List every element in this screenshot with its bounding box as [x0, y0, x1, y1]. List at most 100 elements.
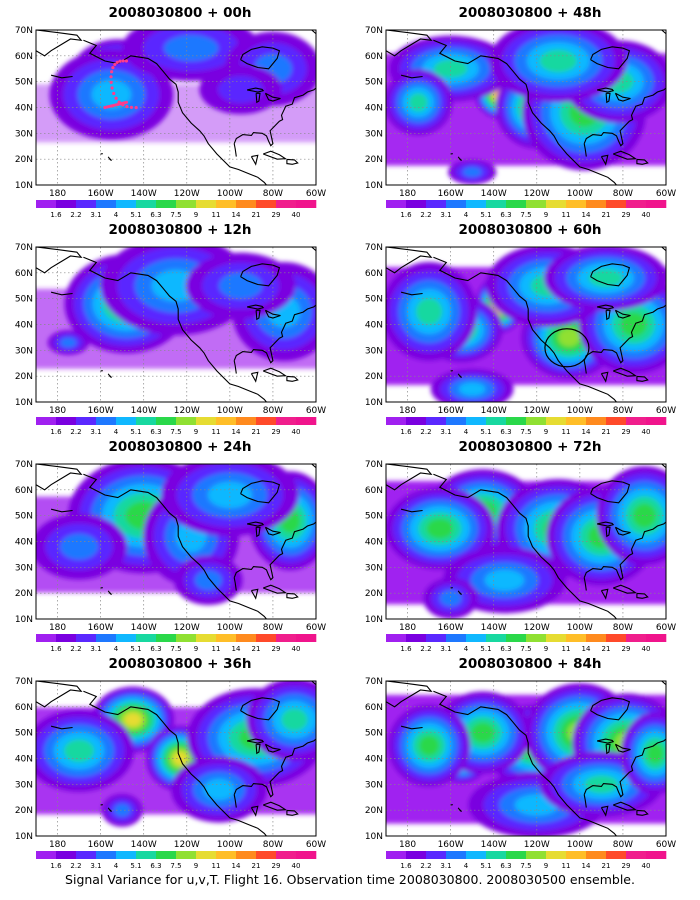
colorbar-swatch — [506, 417, 527, 425]
variance-blob — [185, 252, 296, 319]
variance-map: 10N 20N 30N 40N 50N 60N 70N 180 160W 140W 120W 100W… — [15, 243, 326, 436]
track-point — [109, 75, 113, 79]
colorbar-label: 29 — [622, 211, 631, 219]
colorbar-swatch — [626, 417, 647, 425]
gridlines — [36, 464, 316, 619]
colorbar-label: 40 — [642, 211, 651, 219]
lat-tick-label: 20N — [365, 155, 383, 165]
colorbar-label: 14 — [232, 211, 241, 219]
lon-tick-label: 160W — [88, 189, 114, 199]
colorbar-label: 40 — [292, 862, 301, 870]
panel-title: 2008030800 + 48h — [458, 5, 602, 21]
colorbar-swatch — [156, 200, 177, 208]
forecast-panel: 2008030800 + 72h 10N 20N 30N 40N 50N 60N 70N 180… — [360, 439, 700, 657]
lat-tick-label: 40N — [365, 321, 383, 331]
lat-tick-label: 70N — [365, 677, 383, 687]
colorbar-swatch — [646, 634, 667, 642]
variance-blob — [101, 793, 143, 827]
variance-blob — [36, 513, 128, 580]
colorbar-swatch — [526, 200, 547, 208]
lat-tick-label: 20N — [15, 372, 33, 382]
colorbar-label: 4 — [464, 211, 469, 219]
colorbar-label: 3.1 — [440, 862, 451, 870]
colorbar-swatch — [196, 851, 217, 859]
colorbar-label: 21 — [252, 428, 261, 436]
colorbar-label: 14 — [232, 645, 241, 653]
track-point — [125, 105, 129, 109]
lat-tick-label: 60N — [365, 52, 383, 62]
colorbar-swatch — [526, 634, 547, 642]
track-point — [110, 70, 114, 74]
colorbar-swatch — [296, 851, 317, 859]
colorbar-label: 6.3 — [150, 645, 161, 653]
lon-tick-label: 60W — [306, 406, 326, 416]
colorbar-label: 2.2 — [420, 862, 431, 870]
lon-tick-label: 100W — [217, 189, 243, 199]
coastlines — [386, 247, 666, 402]
colorbar-label: 3.1 — [440, 211, 451, 219]
colorbar-label: 21 — [252, 211, 261, 219]
colorbar-label: 4 — [464, 428, 469, 436]
colorbar-label: 21 — [252, 862, 261, 870]
variance-blob — [448, 159, 497, 185]
lat-tick-label: 30N — [365, 346, 383, 356]
forecast-panel: 2008030800 + 00h 10N 20N 30N 40N 50N 60N 70N 180… — [10, 5, 350, 223]
variance-blob — [387, 704, 471, 787]
lon-tick-label: 80W — [263, 189, 283, 199]
colorbar-label: 6.3 — [150, 862, 161, 870]
colorbar-swatch — [136, 417, 157, 425]
colorbar-label: 9 — [544, 645, 548, 653]
colorbar-swatch — [386, 200, 407, 208]
lon-tick-label: 180 — [399, 623, 416, 633]
lon-tick-label: 180 — [49, 623, 66, 633]
lon-tick-label: 140W — [481, 623, 507, 633]
track-point — [124, 100, 129, 104]
track-point — [109, 80, 113, 84]
colorbar-swatch — [296, 417, 317, 425]
colorbar-label: 21 — [602, 862, 611, 870]
colorbar-swatch — [156, 851, 177, 859]
colorbar-swatch — [546, 200, 567, 208]
colorbar-swatch — [586, 634, 607, 642]
colorbar-swatch — [296, 200, 317, 208]
figure-caption: Signal Variance for u,v,T. Flight 16. Ob… — [65, 872, 635, 887]
colorbar: 1.6 2.2 3.1 4 5.1 6.3 7.5 9 11 14 21 29 40 — [36, 851, 317, 870]
colorbar-label: 5.1 — [480, 645, 491, 653]
colorbar-swatch — [236, 851, 257, 859]
colorbar-label: 6.3 — [500, 645, 511, 653]
colorbar: 1.6 2.2 3.1 4 5.1 6.3 7.5 9 11 14 21 29 40 — [36, 200, 317, 219]
colorbar-label: 5.1 — [130, 645, 141, 653]
track-point — [129, 105, 134, 110]
lat-tick-label: 70N — [15, 26, 33, 36]
lat-tick-label: 10N — [365, 615, 383, 625]
lat-tick-label: 20N — [365, 372, 383, 382]
colorbar-swatch — [506, 851, 527, 859]
lat-tick-label: 10N — [365, 398, 383, 408]
colorbar-swatch — [486, 634, 507, 642]
lat-tick-label: 30N — [365, 780, 383, 790]
lon-tick-label: 100W — [217, 623, 243, 633]
colorbar-swatch — [446, 417, 467, 425]
colorbar-label: 11 — [562, 862, 571, 870]
colorbar-swatch — [446, 200, 467, 208]
lat-tick-label: 10N — [15, 832, 33, 842]
colorbar-label: 9 — [544, 862, 548, 870]
panel-title: 2008030800 + 00h — [108, 5, 252, 21]
lat-tick-label: 20N — [15, 155, 33, 165]
coastlines — [386, 464, 666, 619]
colorbar-swatch — [586, 851, 607, 859]
colorbar-label: 29 — [272, 862, 281, 870]
lon-tick-label: 180 — [49, 189, 66, 199]
colorbar-label: 14 — [582, 862, 591, 870]
panel-title: 2008030800 + 72h — [458, 439, 602, 455]
variance-blob — [543, 247, 666, 312]
lon-tick-label: 100W — [567, 840, 593, 850]
gridlines — [386, 247, 666, 402]
lat-tick-label: 50N — [365, 512, 383, 522]
colorbar-swatch — [216, 200, 237, 208]
forecast-panel: 2008030800 + 36h 10N 20N 30N 40N 50N 60N 70N 180… — [10, 656, 350, 874]
colorbar-label: 40 — [292, 645, 301, 653]
colorbar-label: 9 — [194, 645, 198, 653]
coastlines — [386, 30, 666, 185]
lon-tick-label: 180 — [399, 406, 416, 416]
